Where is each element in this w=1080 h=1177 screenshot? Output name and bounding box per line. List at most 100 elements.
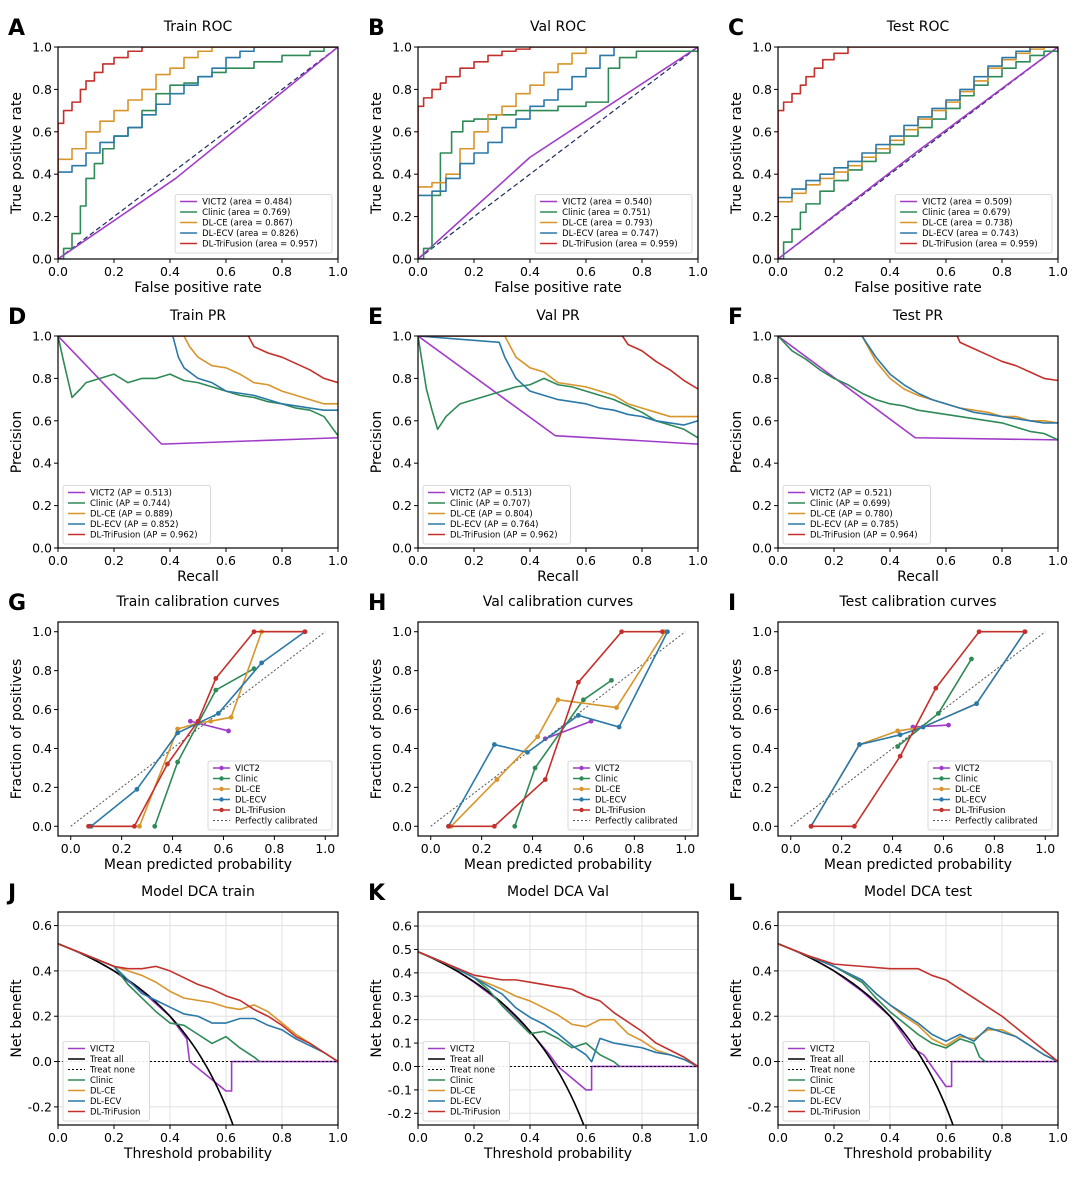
series-line-dl-trifusion: [58, 47, 338, 259]
legend-label: DL-CE (area = 0.738): [922, 219, 1013, 229]
y-tick-label: 0.0: [392, 541, 412, 556]
y-tick-label: 0.0: [752, 252, 772, 267]
y-tick-label: 0.6: [752, 702, 772, 717]
point-dl-trifusion: [851, 823, 857, 829]
chart-title: Train PR: [169, 308, 226, 324]
series-line-treat_all: [58, 942, 234, 1125]
legend-box: [782, 485, 931, 545]
x-tick-label: 0.8: [984, 841, 1004, 856]
legend-label: DL-CE (AP = 0.780): [810, 510, 893, 520]
chart-title: Model DCA test: [864, 884, 972, 900]
x-tick-label: 0.2: [832, 841, 852, 856]
y-tick-label: 0.4: [392, 167, 412, 182]
point-dl-ecv: [491, 742, 497, 747]
legend-label: DL-ECV: [90, 1097, 122, 1107]
legend: VICT2 (AP = 0.513)Clinic (AP = 0.744)DL-…: [62, 485, 211, 545]
legend-marker: [219, 786, 224, 792]
series-line-dl-trifusion: [418, 47, 698, 259]
y-tick-label: 0.2: [32, 209, 52, 224]
legend-label: VICT2 (area = 0.509): [922, 198, 1012, 208]
y-tick-label: 0.2: [392, 498, 412, 513]
series-line-dl-ce: [418, 336, 698, 418]
point-dl-trifusion: [897, 753, 903, 759]
y-tick-label: 0.2: [392, 1012, 412, 1027]
y-tick-label: 0.0: [32, 541, 52, 556]
legend-label: VICT2 (AP = 0.513): [90, 489, 172, 499]
series-line-dl-ecv: [418, 336, 698, 426]
legend: VICT2 (area = 0.509)Clinic (area = 0.679…: [894, 194, 1053, 254]
y-tick-label: 1.0: [752, 329, 772, 344]
x-tick-label: 0.4: [163, 841, 183, 856]
y-axis-label: Precision: [369, 411, 385, 473]
chart-title: Val PR: [536, 308, 580, 324]
series-line-dl-ecv: [418, 951, 698, 1068]
point-dl-trifusion: [86, 823, 91, 829]
legend-label: Perfectly calibrated: [955, 817, 1038, 827]
x-tick-label: 0.8: [264, 841, 284, 856]
legend-label: DL-TriFusion: [90, 1108, 140, 1118]
legend-label: Perfectly calibrated: [235, 817, 318, 827]
chart-title: Test PR: [892, 308, 943, 324]
legend-label: DL-TriFusion: [810, 1108, 860, 1118]
y-tick-label: 1.0: [32, 40, 52, 55]
legend-box: [894, 194, 1053, 254]
y-tick-label: 0.2: [392, 780, 412, 795]
y-tick-label: 0.6: [32, 413, 52, 428]
point-dl-trifusion: [302, 629, 308, 635]
x-tick-label: 1.0: [1048, 1130, 1068, 1145]
series-line-treat_all: [778, 942, 954, 1125]
point-dl-trifusion: [165, 761, 170, 767]
point-dl-ecv: [974, 701, 979, 707]
x-tick-label: 0.0: [421, 841, 441, 856]
legend-label: DL-ECV: [450, 1097, 482, 1107]
y-tick-label: 0.6: [392, 124, 412, 139]
legend-label: DL-ECV: [595, 796, 627, 806]
panel-L: L Model DCA test 0.0 0.2 0.4 0.6 0.8 1.0 -0.2 0.0…: [728, 881, 1068, 1162]
y-tick-label: -0.2: [748, 1099, 772, 1114]
y-tick-label: 0.8: [752, 371, 772, 386]
series-line-dl-ce: [58, 942, 338, 1063]
chance-line: [58, 47, 338, 259]
point-clinic: [512, 823, 518, 829]
x-tick-label: 1.0: [688, 1130, 708, 1145]
y-tick-label: 0.6: [32, 918, 52, 933]
legend-label: Clinic: [955, 775, 978, 785]
y-tick-label: 0.3: [392, 989, 412, 1004]
legend-label: DL-CE: [90, 1087, 116, 1097]
point-dl-trifusion: [213, 676, 219, 681]
x-tick-label: 1.0: [1048, 553, 1068, 568]
series-line-vict2: [58, 47, 338, 259]
panel-J: J Model DCA train 0.0 0.2 0.4 0.6 0.8 1.0 -0.2 0.…: [6, 881, 348, 1162]
legend-label: DL-TriFusion (AP = 0.962): [90, 531, 198, 541]
series-line-dl-trifusion: [778, 47, 1058, 259]
y-tick-label: 0.8: [32, 371, 52, 386]
legend-label: DL-TriFusion (AP = 0.962): [450, 531, 558, 541]
legend-label: Clinic: [810, 1076, 833, 1086]
legend-label: VICT2 (area = 0.540): [562, 198, 652, 208]
series-line-dl-ecv: [447, 631, 669, 827]
legend-marker: [219, 776, 224, 781]
y-tick-label: 1.0: [32, 624, 52, 639]
axes-frame: [777, 911, 1059, 1126]
y-tick-label: 0.4: [752, 456, 772, 471]
legend-label: Clinic: [90, 1076, 113, 1086]
legend-label: DL-ECV (AP = 0.785): [810, 520, 898, 530]
plot-area: [778, 942, 1058, 1125]
y-tick-label: 0.6: [32, 702, 52, 717]
y-tick-label: 0.2: [32, 1009, 52, 1024]
panel-letter: C: [728, 16, 744, 41]
y-tick-label: 0.8: [32, 663, 52, 678]
series-line-dl-ecv: [418, 47, 698, 259]
legend-box: [534, 194, 693, 254]
series-line-clinic: [778, 336, 1058, 441]
legend-label: Clinic (area = 0.679): [922, 208, 1010, 218]
axes-frame: [777, 46, 1059, 260]
legend-label: Treat all: [449, 1055, 484, 1065]
series-line-dl-ce: [450, 631, 666, 827]
x-tick-label: 0.4: [880, 553, 900, 568]
y-tick-label: -0.2: [388, 1106, 412, 1121]
series-line-vict2: [418, 336, 698, 445]
legend-box: [207, 760, 333, 831]
legend-label: Treat none: [89, 1066, 135, 1076]
